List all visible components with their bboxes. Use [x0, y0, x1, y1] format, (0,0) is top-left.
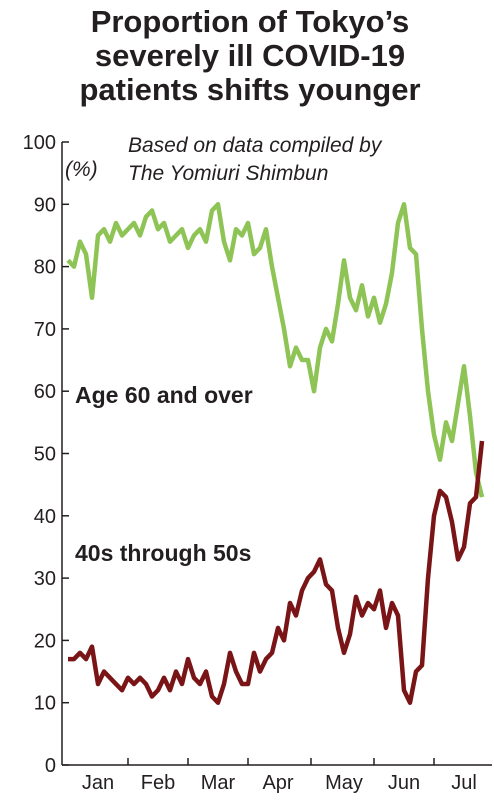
y-tick-label: 70	[34, 319, 56, 341]
y-tick-label: 50	[34, 444, 56, 466]
subtitle: Based on data compiled by	[128, 134, 383, 157]
subtitle: The Yomiuri Shimbun	[128, 162, 328, 185]
x-tick-label: Jun	[388, 772, 420, 794]
chart-title: patients shifts younger	[79, 72, 420, 107]
y-tick-label: 0	[45, 755, 56, 777]
chart-title: severely ill COVID-19	[95, 38, 405, 73]
y-tick-label: 80	[34, 257, 56, 279]
y-tick-label: 60	[34, 381, 56, 403]
data-line	[68, 440, 485, 705]
data-line	[66, 202, 485, 498]
x-tick-label: Apr	[262, 772, 293, 794]
series-label: 40s through 50s	[75, 540, 251, 566]
y-tick-label: 40	[34, 506, 56, 528]
y-tick-label: 10	[34, 693, 56, 715]
y-axis-label: (%)	[65, 158, 98, 181]
chart-title: Proportion of Tokyo’s	[91, 4, 410, 39]
x-tick-label: Jan	[82, 772, 114, 794]
series-label: Age 60 and over	[75, 382, 253, 408]
x-tick-label: Mar	[201, 772, 236, 794]
x-tick-label: May	[325, 772, 363, 794]
x-tick-label: Jul	[451, 772, 477, 794]
y-tick-label: 100	[23, 132, 56, 154]
y-tick-label: 90	[34, 194, 56, 216]
y-tick-label: 20	[34, 630, 56, 652]
x-tick-label: Feb	[141, 772, 175, 794]
y-tick-label: 30	[34, 568, 56, 590]
